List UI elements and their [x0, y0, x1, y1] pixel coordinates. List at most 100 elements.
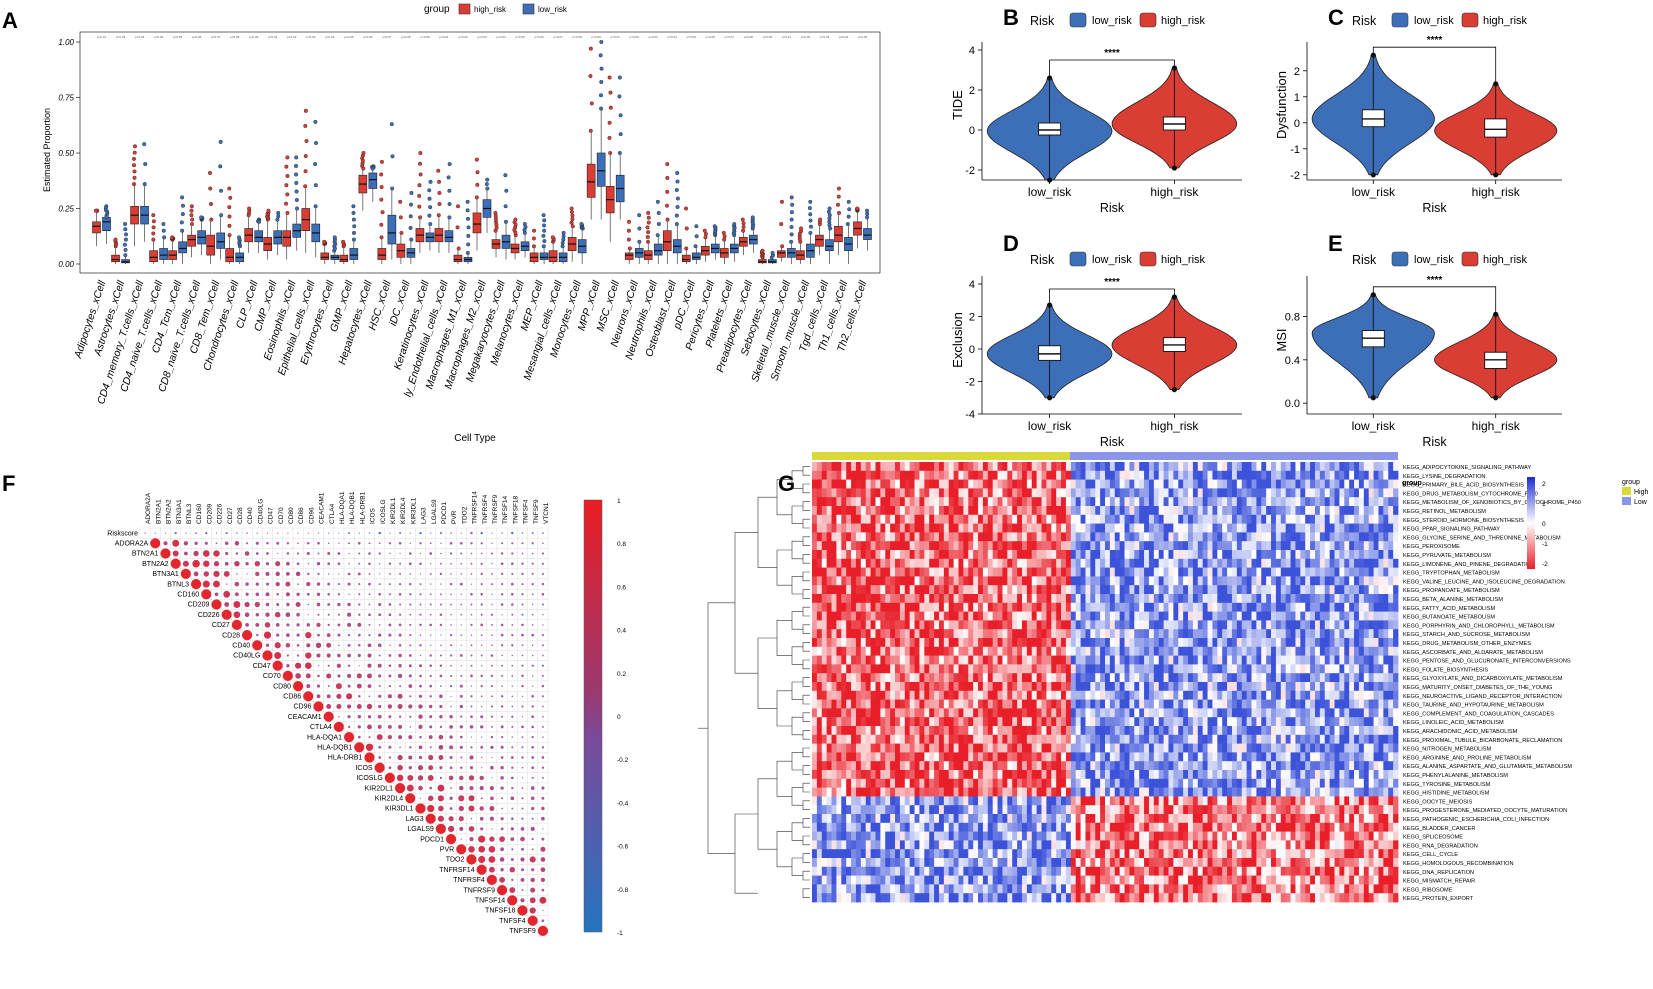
- panel-a-outlier-high: [588, 46, 593, 51]
- panel-a-outlier-high: [303, 108, 308, 113]
- corr-circle: [439, 593, 442, 596]
- heatmap-cell: [1285, 497, 1291, 507]
- heatmap-cell: [997, 602, 1003, 612]
- corr-circle: [399, 603, 402, 606]
- heatmap-cell: [831, 506, 837, 516]
- heatmap-cell: [1119, 611, 1125, 621]
- corr-circle: [460, 552, 463, 555]
- heatmap-cell: [1378, 567, 1384, 577]
- panel-a-box-high: [206, 234, 215, 256]
- heatmap-cell: [953, 620, 959, 630]
- heatmap-cell: [1393, 594, 1399, 604]
- corr-circle: [501, 674, 504, 677]
- heatmap-cell: [1134, 523, 1140, 533]
- panel-a-outlier-high: [531, 244, 536, 249]
- heatmap-cell: [1056, 611, 1062, 621]
- heatmap-cell: [934, 506, 940, 516]
- heatmap-cell: [1368, 585, 1374, 595]
- heatmap-cell: [1373, 567, 1379, 577]
- panel-a-outlier-low: [808, 199, 813, 204]
- heatmap-cell: [875, 541, 881, 551]
- heatmap-cell: [1119, 550, 1125, 560]
- heatmap-cell: [1266, 602, 1272, 612]
- heatmap-cell: [1065, 611, 1072, 621]
- heatmap-cell: [1344, 506, 1350, 516]
- panel-a-outlier-high: [379, 235, 384, 240]
- corr-circle: [409, 613, 412, 616]
- heatmap-cell: [1295, 585, 1301, 595]
- heatmap-cell: [821, 523, 828, 533]
- heatmap-cell: [914, 550, 920, 560]
- heatmap-cell: [909, 470, 915, 480]
- heatmap-cell: [1026, 611, 1033, 621]
- corr-col-label: CD226: [217, 503, 224, 524]
- panel-a-outlier-low: [637, 226, 642, 231]
- heatmap-cell: [821, 514, 828, 524]
- panel-a-box-low: [216, 232, 225, 249]
- heatmap-cell: [1144, 567, 1150, 577]
- panel-a-outlier-high: [437, 202, 442, 207]
- corr-circle: [419, 573, 422, 575]
- heatmap-cell: [1305, 532, 1311, 542]
- heatmap-cell: [1363, 611, 1370, 621]
- heatmap-cell: [1329, 479, 1335, 489]
- heatmap-cell: [943, 550, 950, 560]
- heatmap-cell: [1007, 558, 1013, 568]
- heatmap-cell: [1197, 532, 1204, 542]
- heatmap-cell: [1310, 532, 1316, 542]
- heatmap-cell: [831, 523, 837, 533]
- corr-circle: [252, 640, 263, 651]
- heatmap-cell: [924, 576, 930, 586]
- corr-circle: [368, 695, 371, 698]
- panel-a-outlier-high: [588, 128, 593, 133]
- heatmap-cell: [812, 523, 818, 533]
- panel-f-correlation: ADORA2A BTN2A1 BTN2A2 BTN3A1 BTNL3 CD160 CD209…: [107, 491, 628, 937]
- heatmap-cell: [1222, 462, 1228, 472]
- heatmap-cell: [1207, 479, 1213, 489]
- heatmap-cell: [929, 594, 935, 604]
- heatmap-cell: [1383, 611, 1389, 621]
- corr-circle: [456, 844, 467, 855]
- corr-circle: [377, 724, 382, 729]
- corr-circle: [388, 756, 392, 759]
- heatmap-cell: [1383, 576, 1389, 586]
- heatmap-cell: [1280, 611, 1287, 621]
- corr-circle: [398, 715, 402, 718]
- heatmap-cell: [826, 594, 832, 604]
- heatmap-cell: [958, 541, 964, 551]
- corr-circle: [366, 703, 373, 710]
- corr-circle: [437, 815, 444, 822]
- heatmap-cell: [978, 514, 984, 524]
- heatmap-cell: [885, 532, 891, 542]
- corr-circle: [378, 745, 382, 749]
- corr-circle: [542, 715, 544, 718]
- corr-circle: [347, 684, 351, 688]
- heatmap-cell: [1285, 567, 1291, 577]
- heatmap-cell: [1075, 514, 1081, 524]
- corr-circle: [367, 715, 372, 719]
- heatmap-cell: [1207, 611, 1213, 621]
- panel-a-pvalue: p=0.06: [363, 35, 373, 39]
- panel-a-pvalue: p=0.05: [858, 35, 868, 39]
- corr-circle: [296, 592, 300, 596]
- heatmap-cell: [924, 497, 930, 507]
- heatmap-cell: [1046, 523, 1052, 533]
- panel-a-outlier-low: [618, 132, 623, 137]
- heatmap-cell: [1124, 479, 1130, 489]
- panel-a-outlier-low: [561, 234, 566, 239]
- corr-circle: [275, 623, 280, 627]
- heatmap-cell: [938, 462, 945, 472]
- heatmap-cell: [1007, 488, 1013, 498]
- heatmap-cell: [919, 479, 925, 489]
- heatmap-cell: [851, 620, 857, 630]
- corr-circle: [468, 826, 475, 832]
- corr-circle: [295, 571, 301, 577]
- heatmap-cell: [865, 558, 871, 568]
- heatmap-cell: [1305, 585, 1311, 595]
- heatmap-cell: [1026, 550, 1033, 560]
- corr-circle: [429, 674, 432, 678]
- heatmap-cell: [1241, 514, 1248, 524]
- heatmap-cell: [826, 532, 832, 542]
- heatmap-cell: [934, 558, 940, 568]
- heatmap-cell: [1378, 462, 1384, 472]
